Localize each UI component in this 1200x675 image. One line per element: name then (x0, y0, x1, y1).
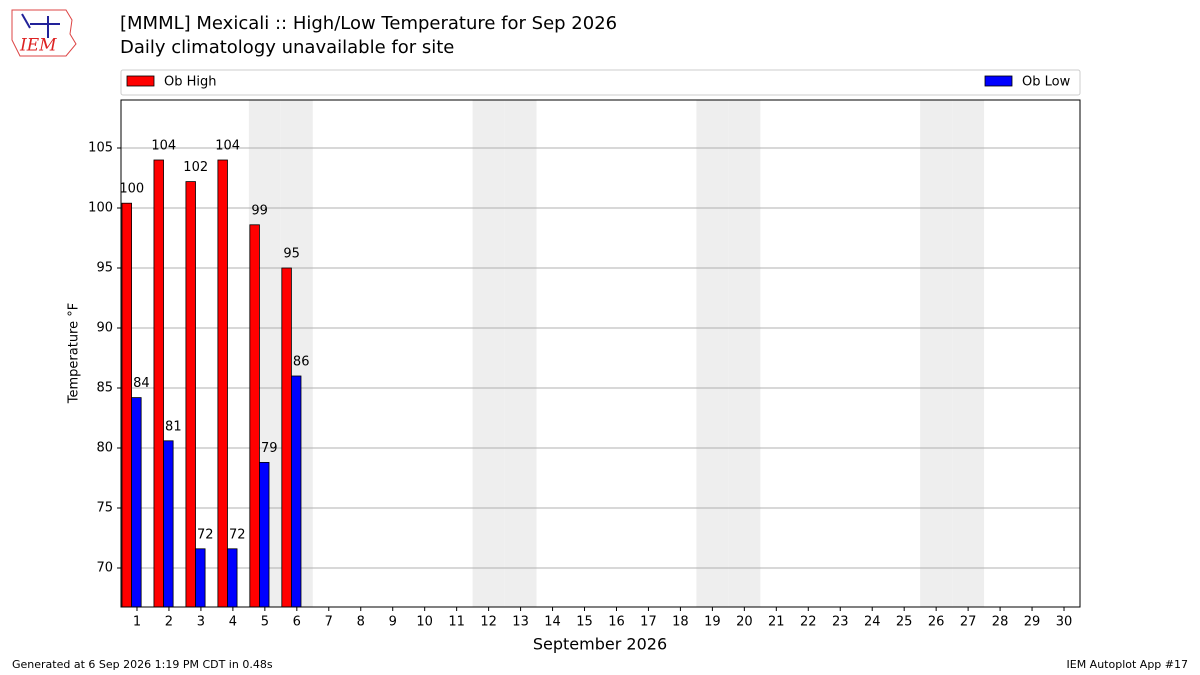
weekend-shade (696, 100, 729, 607)
bar (195, 548, 206, 608)
y-tick-label: 90 (96, 321, 113, 336)
value-label: 102 (183, 160, 208, 175)
logo-outline (11, 9, 77, 57)
bar (227, 548, 238, 608)
bar (281, 267, 292, 608)
x-tick-label: 2 (165, 615, 173, 630)
x-tick-label: 11 (448, 615, 465, 630)
value-label: 104 (151, 139, 176, 154)
bar (163, 440, 174, 608)
x-tick-label: 23 (832, 615, 849, 630)
x-tick-label: 29 (1024, 615, 1041, 630)
legend-label: Ob High (164, 75, 217, 90)
value-label: 72 (197, 527, 214, 542)
x-tick-label: 6 (293, 615, 301, 630)
logo-text: IEM (19, 36, 57, 56)
bar (121, 202, 132, 608)
y-tick-label: 95 (96, 261, 113, 276)
x-tick-label: 4 (229, 615, 237, 630)
bar (185, 181, 196, 608)
y-tick-label: 105 (88, 141, 113, 156)
bar (153, 159, 164, 608)
x-tick-label: 18 (672, 615, 689, 630)
value-label: 100 (119, 182, 144, 197)
legend-swatch (984, 75, 1013, 87)
x-tick-label: 21 (768, 615, 785, 630)
x-tick-label: 22 (800, 615, 817, 630)
weekend-shade (920, 100, 953, 607)
x-tick-label: 13 (512, 615, 529, 630)
weekend-shade (952, 100, 985, 607)
y-tick-label: 100 (88, 201, 113, 216)
weekend-shade (472, 100, 505, 607)
footer-right: IEM Autoplot App #17 (1067, 658, 1189, 671)
y-tick-label: 85 (96, 381, 113, 396)
y-axis-label: Temperature °F (67, 303, 82, 404)
x-tick-label: 15 (576, 615, 593, 630)
x-tick-label: 24 (864, 615, 881, 630)
value-label: 95 (283, 247, 300, 262)
value-label: 84 (133, 376, 150, 391)
x-tick-label: 17 (640, 615, 657, 630)
x-tick-label: 8 (357, 615, 365, 630)
x-tick-label: 19 (704, 615, 721, 630)
footer-left: Generated at 6 Sep 2026 1:19 PM CDT in 0… (12, 658, 273, 671)
y-tick-label: 75 (96, 501, 113, 516)
bar (249, 224, 260, 608)
x-tick-label: 20 (736, 615, 753, 630)
x-tick-label: 16 (608, 615, 625, 630)
y-tick-label: 80 (96, 441, 113, 456)
x-tick-label: 26 (928, 615, 945, 630)
x-tick-label: 3 (197, 615, 205, 630)
legend-label: Ob Low (1022, 75, 1071, 90)
bar (291, 375, 302, 608)
x-tick-label: 9 (389, 615, 397, 630)
bar (217, 159, 228, 608)
x-tick-label: 28 (992, 615, 1009, 630)
weekend-shade (728, 100, 761, 607)
x-tick-label: 30 (1056, 615, 1073, 630)
value-label: 86 (293, 355, 310, 370)
value-label: 99 (251, 203, 268, 218)
x-tick-label: 10 (416, 615, 433, 630)
bar (259, 461, 270, 608)
value-label: 72 (229, 527, 246, 542)
x-axis-label: September 2026 (533, 635, 667, 654)
legend (120, 69, 1081, 96)
bar (131, 397, 142, 608)
x-tick-label: 14 (544, 615, 561, 630)
chart-title: [MMML] Mexicali :: High/Low Temperature … (120, 13, 617, 34)
x-tick-label: 7 (325, 615, 333, 630)
value-label: 104 (215, 139, 240, 154)
value-label: 81 (165, 419, 182, 434)
chart-subtitle: Daily climatology unavailable for site (120, 37, 454, 58)
x-tick-label: 1 (133, 615, 141, 630)
plot-frame (120, 99, 1081, 608)
x-tick-label: 25 (896, 615, 913, 630)
weekend-shade (504, 100, 537, 607)
logo-icon (21, 13, 31, 29)
value-label: 79 (261, 441, 278, 456)
x-tick-label: 5 (261, 615, 269, 630)
logo: IEM (11, 9, 77, 57)
y-tick-label: 70 (96, 561, 113, 576)
legend-swatch (126, 75, 155, 87)
x-tick-label: 12 (480, 615, 497, 630)
x-tick-label: 27 (960, 615, 977, 630)
